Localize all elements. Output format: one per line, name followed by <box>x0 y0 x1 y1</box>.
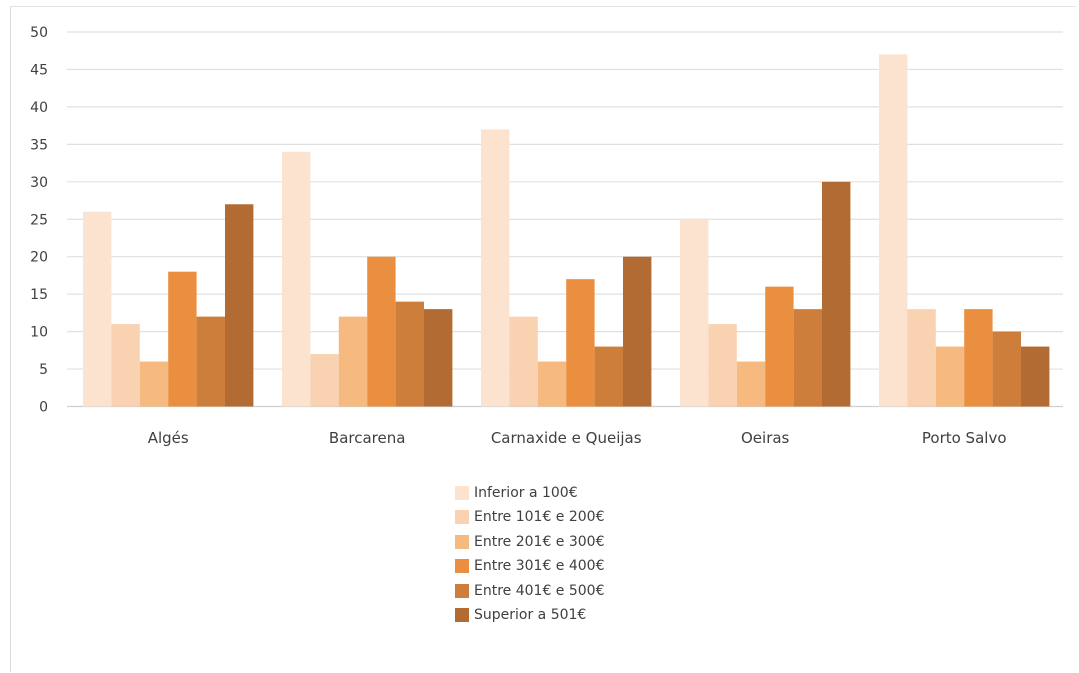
legend-label: Superior a 501€ <box>474 606 587 623</box>
bar <box>83 211 112 407</box>
y-tick-label: 45 <box>30 62 48 78</box>
legend-item: Inferior a 100€ <box>455 481 605 505</box>
bar <box>168 271 197 407</box>
y-tick-label: 25 <box>30 212 48 228</box>
legend-swatch <box>455 583 469 598</box>
y-tick-label: 15 <box>30 287 48 303</box>
x-axis-categories: Algés Barcarena Carnaxide e Queijas Oeiras P… <box>148 429 1007 447</box>
y-tick-label: 0 <box>39 400 48 416</box>
bar <box>225 204 254 407</box>
bar <box>1021 346 1050 407</box>
x-category-label: Barcarena <box>329 429 406 447</box>
bar <box>537 361 567 407</box>
bar <box>566 279 595 407</box>
y-tick-label: 35 <box>30 137 48 153</box>
y-tick-label: 50 <box>30 25 48 41</box>
bar <box>395 301 424 407</box>
bar <box>736 361 766 407</box>
bar <box>935 346 965 407</box>
bar <box>111 324 140 407</box>
bar <box>338 316 368 407</box>
legend-swatch <box>455 559 469 574</box>
bar <box>509 316 538 407</box>
bar <box>765 286 794 407</box>
legend-label: Entre 101€ e 200€ <box>474 509 605 526</box>
bar <box>594 346 623 407</box>
bar <box>623 256 652 407</box>
legend-swatch <box>455 607 469 622</box>
bar <box>282 151 311 407</box>
legend-item: Entre 201€ e 300€ <box>455 530 605 554</box>
legend-swatch <box>455 534 469 549</box>
legend: Inferior a 100€ Entre 101€ e 200€ Entre 20… <box>455 481 605 627</box>
legend-label: Inferior a 100€ <box>474 485 578 501</box>
y-tick-label: 10 <box>30 325 48 341</box>
bar <box>310 354 339 407</box>
bar <box>992 331 1021 407</box>
bar <box>680 219 709 407</box>
bar <box>907 309 936 407</box>
bar <box>139 361 169 407</box>
y-tick-label: 40 <box>30 100 48 116</box>
legend-label: Entre 401€ e 500€ <box>474 582 605 599</box>
bar <box>964 309 993 407</box>
legend-item: Entre 301€ e 400€ <box>455 554 605 578</box>
x-category-label: Algés <box>148 429 189 447</box>
legend-swatch <box>455 486 469 500</box>
bar <box>822 181 851 407</box>
y-tick-label: 30 <box>30 175 48 191</box>
bars <box>83 54 1050 407</box>
bar <box>708 324 737 407</box>
bar <box>196 316 225 407</box>
bar <box>367 256 396 407</box>
bar-chart: 0 5 10 15 20 25 30 35 40 45 50 Algés Barcarena Carna… <box>30 25 1063 447</box>
x-category-label: Oeiras <box>741 429 790 447</box>
bar <box>481 129 510 407</box>
legend-label: Entre 301€ e 400€ <box>474 558 605 575</box>
legend-item: Entre 401€ e 500€ <box>455 579 605 603</box>
legend-label: Entre 201€ e 300€ <box>474 533 605 550</box>
y-tick-label: 5 <box>39 362 48 378</box>
y-axis-ticks: 0 5 10 15 20 25 30 35 40 45 50 <box>30 25 48 416</box>
y-tick-label: 20 <box>30 250 48 266</box>
x-category-label: Porto Salvo <box>922 429 1007 447</box>
bar <box>879 54 908 407</box>
legend-item: Superior a 501€ <box>455 603 605 627</box>
legend-item: Entre 101€ e 200€ <box>455 505 605 529</box>
bar <box>424 309 453 407</box>
bar <box>793 309 822 407</box>
legend-swatch <box>455 510 469 525</box>
x-category-label: Carnaxide e Queijas <box>491 429 642 447</box>
